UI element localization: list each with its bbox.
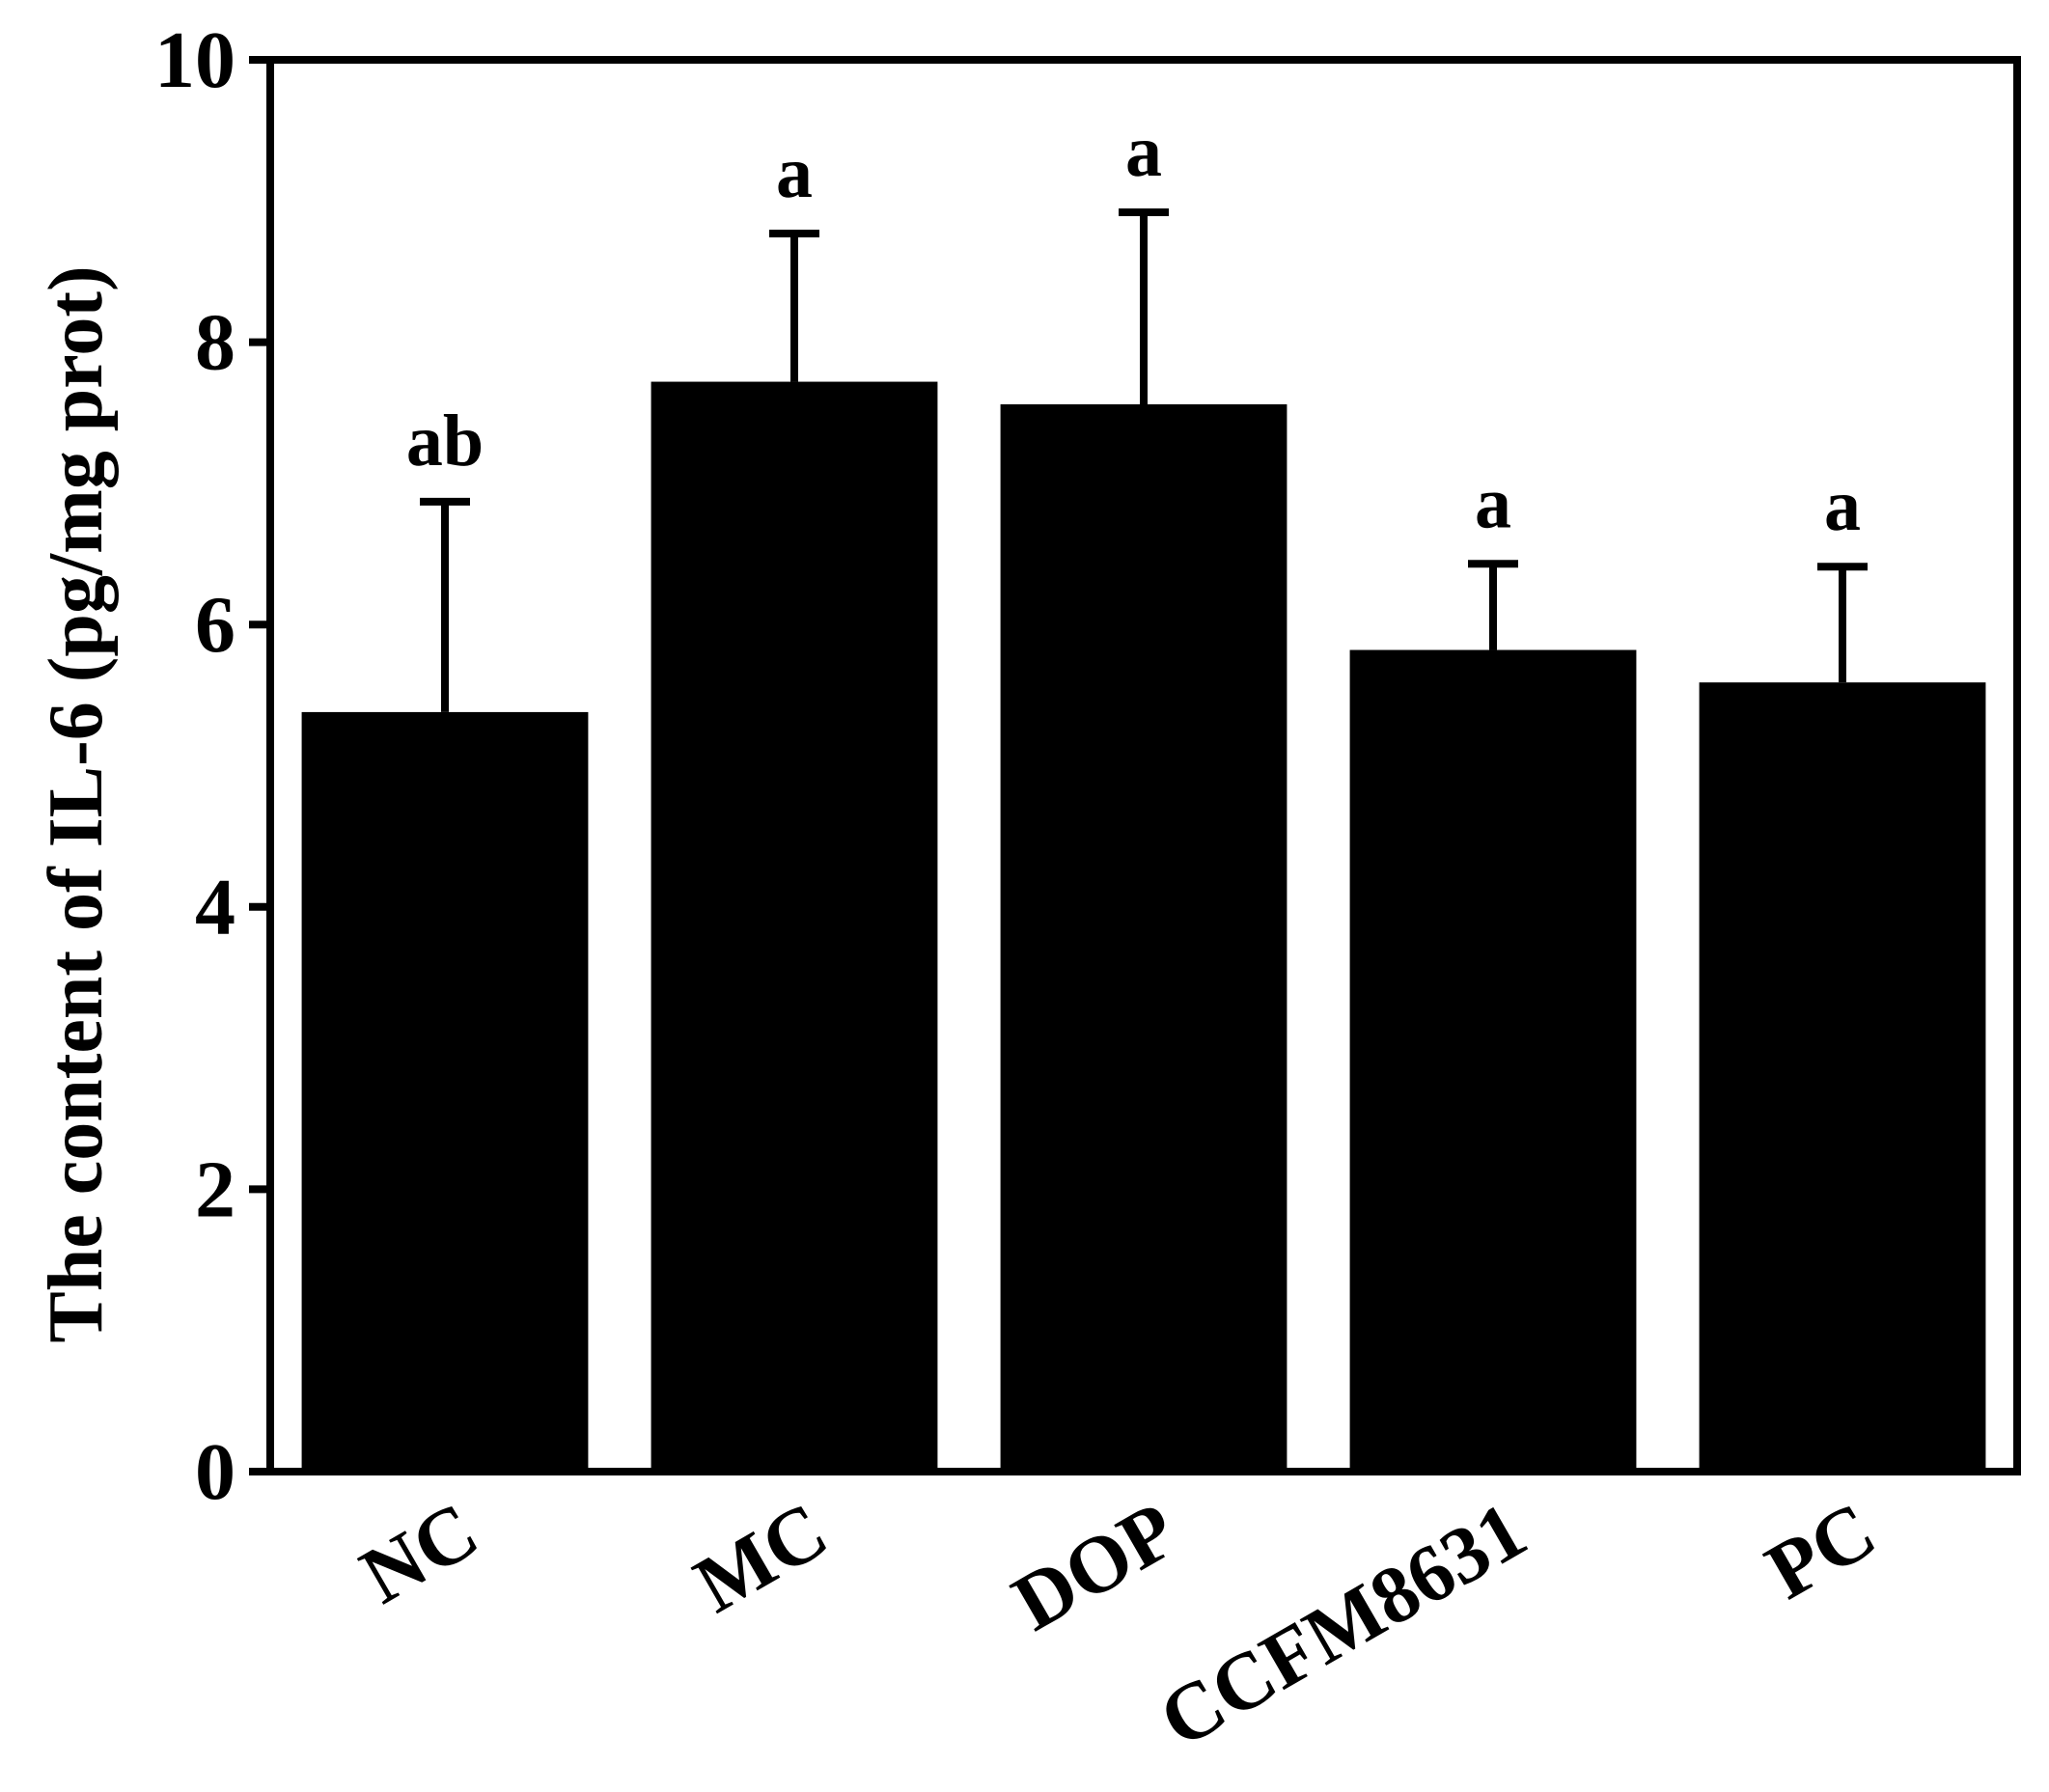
y-tick-label: 4: [195, 863, 235, 952]
bar-nc: [301, 711, 589, 1472]
bar-ccfm8631: [1349, 649, 1637, 1472]
significance-label: ab: [406, 400, 484, 482]
bars-group: [301, 381, 1986, 1473]
y-tick-label: 0: [195, 1427, 235, 1517]
x-category-label: DOP: [998, 1485, 1191, 1648]
y-axis-ticks: 0 2 4 6 8 10: [154, 15, 270, 1517]
y-tick-label: 2: [195, 1144, 235, 1234]
bar-mc: [651, 381, 938, 1473]
error-bars-group: [420, 208, 1868, 712]
bar-pc: [1699, 682, 1986, 1472]
y-tick-label: 10: [154, 15, 235, 105]
y-tick-label: 8: [195, 298, 235, 388]
plot-frame: [266, 56, 2021, 1475]
significance-label: a: [1475, 462, 1511, 543]
y-tick-label: 6: [195, 580, 235, 670]
bar-dop: [1000, 403, 1288, 1473]
x-category-label: PC: [1752, 1485, 1890, 1617]
significance-label: a: [1125, 111, 1162, 192]
significance-label: a: [776, 132, 813, 213]
x-category-label: CCFM8631: [1145, 1485, 1540, 1766]
significance-label: a: [1824, 465, 1861, 546]
x-category-label: MC: [680, 1485, 843, 1631]
x-category-label: NC: [346, 1485, 493, 1621]
y-axis-title: The content of IL-6 (pg/mg prot): [34, 265, 119, 1342]
significance-labels-group: ab a a a a: [406, 111, 1861, 546]
